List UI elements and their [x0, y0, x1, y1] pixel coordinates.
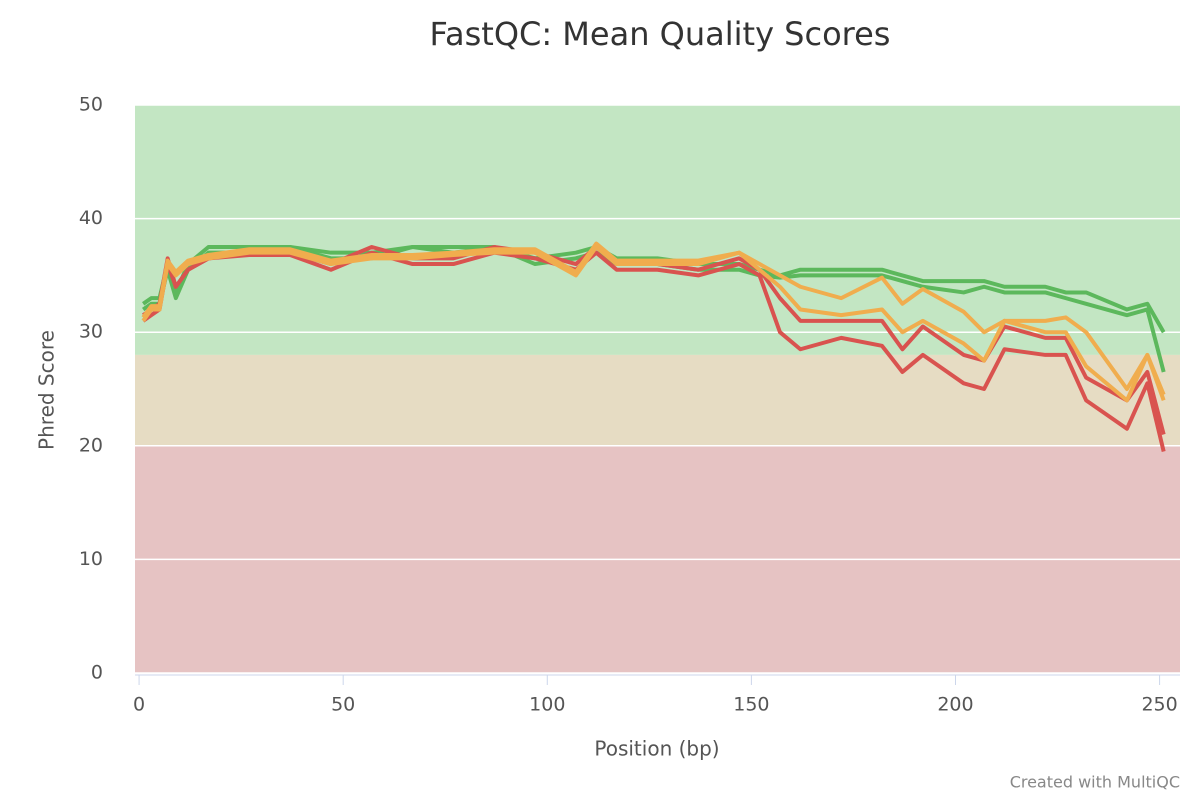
y-tick-label: 50	[79, 94, 103, 116]
x-tick-label: 0	[133, 694, 145, 716]
y-tick-label: 20	[79, 434, 103, 456]
x-tick-label: 200	[937, 694, 973, 716]
series-line	[142, 245, 1166, 334]
series-line	[141, 241, 1166, 402]
plot-band	[135, 354, 1180, 446]
plot-band	[135, 105, 1180, 355]
y-axis-label: Phred Score	[35, 330, 59, 450]
x-axis-label: Position (bp)	[594, 737, 719, 761]
y-tick-label: 0	[91, 662, 103, 684]
credit: Created with MultiQC	[1010, 773, 1180, 792]
y-tick-label: 30	[79, 321, 103, 343]
x-tick-label: 50	[331, 694, 355, 716]
x-tick-label: 250	[1141, 694, 1177, 716]
x-tick-label: 100	[529, 694, 565, 716]
x-tick-label: 150	[733, 694, 769, 716]
y-tick-label: 40	[79, 207, 103, 229]
y-tick-label: 10	[79, 548, 103, 570]
chart-title: FastQC: Mean Quality Scores	[430, 15, 891, 53]
